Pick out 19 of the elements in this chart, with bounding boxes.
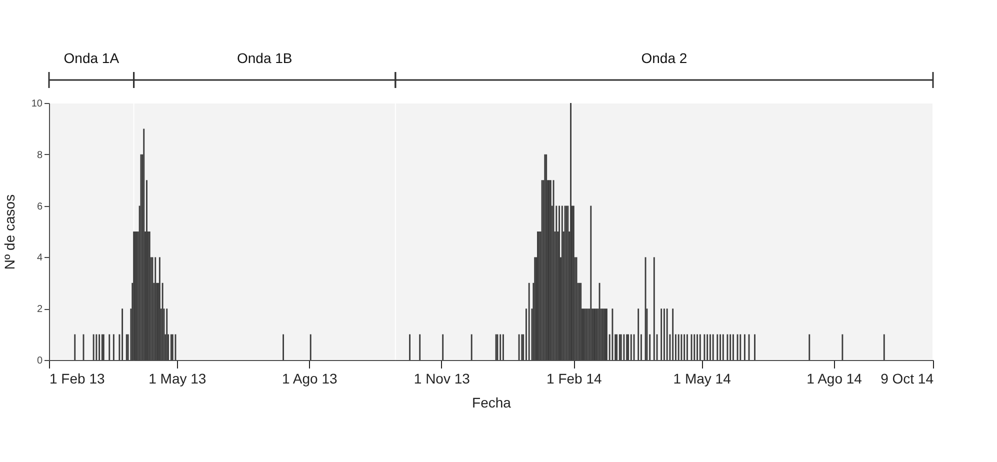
x-tick-label: 1 May 14 xyxy=(673,370,732,386)
y-tick-label: 4 xyxy=(36,252,43,264)
y-tick-label: 0 xyxy=(36,356,43,366)
y-tick-label: 8 xyxy=(36,150,43,161)
x-tick-label: 1 May 13 xyxy=(148,370,206,386)
x-tick-label: 1 Nov 13 xyxy=(414,370,470,386)
x-tick-label: 1 Ago 13 xyxy=(282,370,338,386)
x-axis-title: Fecha xyxy=(472,394,512,410)
x-tick-label: 1 Ago 14 xyxy=(806,370,862,386)
y-tick-label: 2 xyxy=(36,304,43,316)
band-label: Onda 2 xyxy=(641,50,688,66)
y-tick-label: 6 xyxy=(36,201,43,212)
x-tick-label: 1 Feb 14 xyxy=(546,370,602,386)
y-tick-label: 10 xyxy=(31,98,43,110)
x-tick-label: 1 Feb 13 xyxy=(50,370,105,386)
band-label: Onda 1B xyxy=(236,50,292,66)
y-axis-title: Nº de casos xyxy=(1,194,18,270)
band-label: Onda 1A xyxy=(64,50,120,66)
x-tick-label: 9 Oct 14 xyxy=(880,370,934,386)
